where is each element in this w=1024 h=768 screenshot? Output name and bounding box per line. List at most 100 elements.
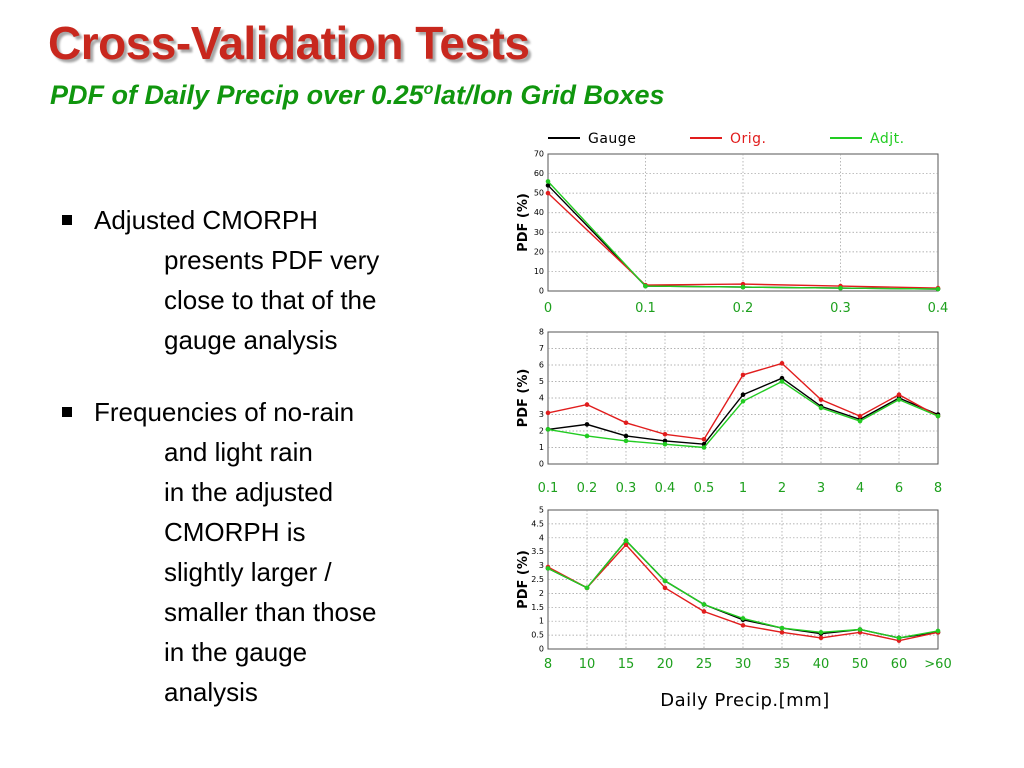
y-tick-label: 4 — [539, 533, 544, 542]
y-tick-label: 1.5 — [531, 603, 544, 612]
y-tick-label: 2 — [539, 589, 544, 598]
y-tick-label: 40 — [534, 208, 544, 217]
data-point — [740, 399, 746, 404]
data-point — [818, 397, 824, 402]
data-point — [740, 623, 746, 628]
legend-entry: Adjt. — [830, 131, 905, 147]
chart-panel: 0 10 20 30 40 50 60 70 0 0.1 0.2 0.3 0.4 PDF (%) — [516, 150, 948, 317]
data-point — [701, 445, 707, 450]
y-tick-label: 70 — [534, 150, 544, 159]
bullet-line: in the adjusted — [164, 477, 334, 507]
x-tick-label: 0.2 — [577, 481, 598, 496]
y-tick-label: 30 — [534, 228, 544, 237]
slide-title: Cross-Validation Tests — [48, 17, 530, 69]
data-point — [662, 438, 668, 444]
bullet-line: in the gauge — [164, 637, 308, 667]
y-tick-label: 0.5 — [531, 631, 544, 640]
data-point — [838, 285, 843, 291]
data-point — [779, 625, 785, 631]
subtitle-text: PDF of Daily Precip over 0.25 — [50, 80, 424, 110]
data-point — [896, 397, 902, 402]
y-tick-label: 3 — [539, 561, 544, 570]
legend-label: Gauge — [588, 131, 636, 147]
y-tick-label: 20 — [534, 247, 544, 256]
data-point — [779, 375, 785, 381]
x-tick-label: 10 — [579, 657, 596, 672]
data-point — [662, 585, 668, 591]
y-tick-label: 5 — [539, 377, 544, 386]
x-tick-label: 0.2 — [733, 301, 754, 316]
y-tick-label: 50 — [534, 189, 544, 198]
data-point — [896, 635, 902, 641]
data-point — [740, 392, 746, 398]
data-point — [701, 436, 707, 442]
y-tick-label: 3.5 — [531, 547, 544, 556]
y-tick-label: 1 — [539, 617, 544, 626]
data-point — [584, 585, 590, 591]
y-tick-label: 0 — [539, 645, 544, 654]
data-point — [545, 183, 551, 188]
bullet-line: presents PDF very — [164, 245, 380, 275]
data-point — [779, 379, 785, 384]
x-tick-label: 0.4 — [655, 481, 676, 496]
data-point — [662, 432, 668, 437]
x-tick-label: 0.1 — [635, 301, 656, 316]
x-tick-label: 8 — [934, 481, 942, 496]
bullet-line: gauge analysis — [164, 325, 338, 355]
data-point — [584, 422, 590, 427]
x-tick-label: 0.1 — [538, 481, 559, 496]
y-tick-label: 8 — [539, 328, 544, 337]
y-tick-label: 60 — [534, 169, 544, 178]
data-point — [545, 410, 551, 416]
bullet-item: Frequencies of no-rain and light rain in… — [62, 392, 462, 712]
x-tick-label: 0 — [544, 301, 552, 316]
data-point — [740, 372, 746, 378]
y-tick-label: 0 — [539, 460, 544, 469]
x-tick-label: 25 — [696, 657, 713, 672]
x-tick-label: 30 — [735, 657, 752, 672]
x-tick-label: 60 — [891, 657, 908, 672]
legend-entry: Gauge — [548, 131, 636, 147]
bullet-line: smaller than those — [164, 597, 377, 627]
data-point — [935, 286, 941, 292]
chart-panel: 0 1 2 3 4 5 6 7 8 0.1 0.2 0.3 0.4 0.5 1 2 3 4 6 8 PDF (%) — [516, 328, 942, 497]
data-point — [740, 284, 746, 290]
data-point — [662, 578, 668, 584]
bullet-line: CMORPH is — [164, 517, 306, 547]
data-point — [857, 418, 863, 424]
x-tick-label: 2 — [778, 481, 786, 496]
data-point — [584, 402, 590, 407]
bullet-line: and light rain — [164, 437, 313, 467]
data-point — [896, 392, 902, 398]
y-tick-label: 2 — [539, 427, 544, 436]
data-point — [935, 413, 941, 419]
plot-area — [547, 509, 939, 650]
data-point — [545, 566, 551, 571]
data-point — [818, 635, 824, 641]
data-point — [545, 179, 551, 184]
data-point — [545, 190, 551, 196]
y-tick-label: 1 — [539, 443, 544, 452]
slide-subtitle: PDF of Daily Precip over 0.25olat/lon Gr… — [50, 80, 664, 111]
y-tick-label: 5 — [539, 506, 544, 515]
y-tick-label: 4.5 — [531, 519, 544, 528]
y-tick-label: 7 — [539, 344, 544, 353]
data-point — [623, 538, 629, 543]
bullet-line: analysis — [164, 677, 258, 707]
square-bullet-icon — [62, 407, 72, 417]
data-point — [643, 283, 648, 289]
bullet-line: slightly larger / — [164, 557, 332, 587]
data-point — [857, 413, 863, 419]
x-tick-label: 0.3 — [830, 301, 851, 316]
x-tick-label: 40 — [813, 657, 830, 672]
bullet-item: Adjusted CMORPH presents PDF very close … — [62, 200, 462, 360]
y-axis-label: PDF (%) — [516, 550, 531, 609]
plot-area — [547, 153, 939, 292]
x-axis-title: Daily Precip.[mm] — [660, 690, 830, 711]
data-point — [740, 616, 746, 621]
legend-label: Adjt. — [870, 131, 905, 147]
y-tick-label: 3 — [539, 410, 544, 419]
x-tick-label: 8 — [544, 657, 552, 672]
y-tick-label: 0 — [539, 287, 544, 296]
